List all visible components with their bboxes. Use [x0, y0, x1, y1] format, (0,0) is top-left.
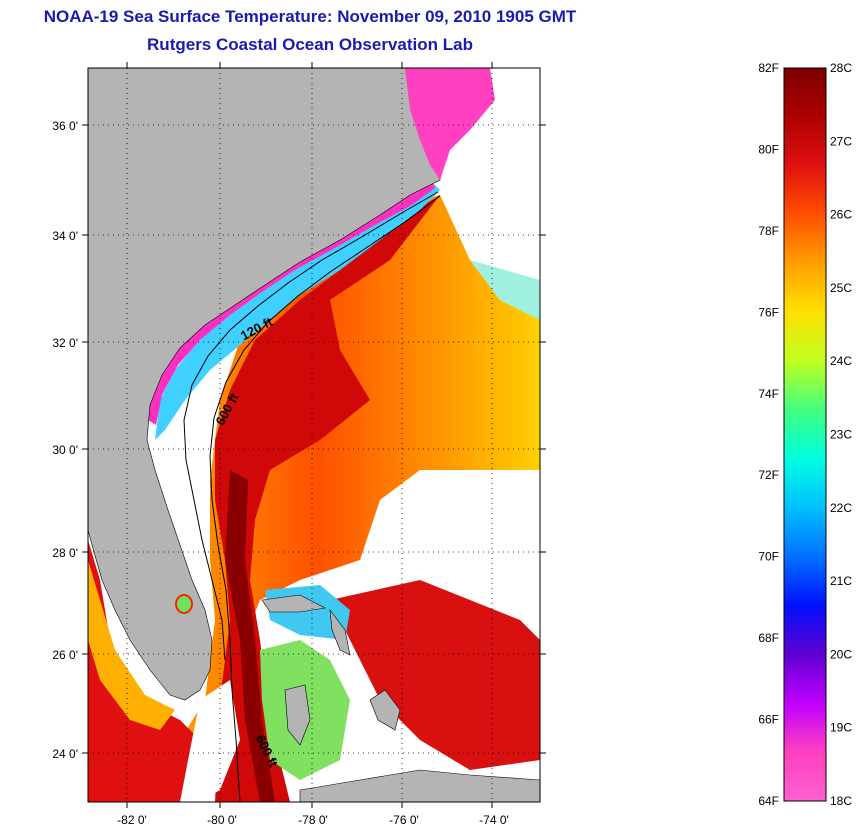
lake-okeechobee — [175, 594, 193, 614]
colorbar-fahrenheit-label: 64F — [758, 794, 779, 808]
grand-bahama — [261, 594, 326, 613]
colorbar-fahrenheit-label: 68F — [758, 631, 779, 645]
gulf-of-mexico-water — [88, 540, 200, 802]
contour-600ft — [209, 195, 441, 802]
colorbar-celsius-label: 20C — [830, 647, 852, 661]
colorbar-celsius-label: 21C — [830, 574, 852, 588]
colorbar-labels: 82F 80F 78F 76F 74F 72F 70F 68F 66F 64F 28C 27C 26C 2… — [758, 61, 852, 808]
land-us-southeast — [88, 68, 446, 701]
cuba-north-coast — [299, 769, 540, 802]
colorbar-fahrenheit-label: 66F — [758, 713, 779, 727]
graticule — [88, 68, 540, 802]
longitude-axis: -82 0' -80 0' -78 0' -76 0' -74 0' — [117, 62, 509, 827]
colorbar-celsius-label: 27C — [830, 134, 852, 148]
colorbar-celsius-label: 22C — [830, 501, 852, 515]
lon-tick-label: -80 0' — [207, 813, 237, 827]
lon-tick-label: -82 0' — [117, 813, 147, 827]
cloud-northeast — [470, 260, 540, 320]
colorbar-celsius-label: 18C — [830, 794, 852, 808]
eleuthera — [369, 689, 401, 731]
andros — [284, 684, 311, 746]
colorbar-fahrenheit-label: 74F — [758, 387, 779, 401]
gulf-coastal-warm — [88, 560, 175, 730]
lon-tick-label: -74 0' — [479, 813, 509, 827]
colorbar-fahrenheit-label: 82F — [758, 61, 779, 75]
cold-coastal-edge — [148, 175, 435, 425]
colorbar — [783, 67, 827, 802]
colorbar-celsius-label: 24C — [830, 354, 852, 368]
map-title: NOAA-19 Sea Surface Temperature: Novembe… — [43, 7, 577, 26]
lat-tick-label: 32 0' — [52, 336, 78, 350]
colorbar-celsius-label: 26C — [830, 208, 852, 222]
lon-tick-label: -76 0' — [389, 813, 419, 827]
cloud-east — [380, 470, 540, 620]
colorbar-celsius-label: 28C — [830, 61, 852, 75]
colorbar-celsius-label: 23C — [830, 428, 852, 442]
lon-tick-label: -78 0' — [298, 813, 328, 827]
lat-tick-label: 26 0' — [52, 648, 78, 662]
cloud-south — [180, 680, 240, 802]
cool-coastal-band — [155, 180, 440, 440]
warm-patch-east — [330, 580, 540, 770]
contour-120ft — [183, 191, 439, 661]
lat-tick-label: 36 0' — [52, 119, 78, 133]
colorbar-fahrenheit-label: 70F — [758, 550, 779, 564]
pamlico-sound-region — [405, 68, 495, 180]
abaco — [329, 608, 351, 656]
gulf-stream — [215, 195, 440, 802]
lat-tick-label: 24 0' — [52, 747, 78, 761]
colorbar-fahrenheit-label: 72F — [758, 468, 779, 482]
colorbar-fahrenheit-label: 76F — [758, 305, 779, 319]
colorbar-celsius-label: 25C — [830, 281, 852, 295]
colorbar-fahrenheit-label: 80F — [758, 142, 779, 156]
latitude-axis: 36 0' 34 0' 32 0' 30 0' 28 0' 26 0' 24 0… — [52, 119, 546, 761]
map-subtitle: Rutgers Coastal Ocean Observation Lab — [147, 35, 473, 54]
lat-tick-label: 28 0' — [52, 546, 78, 560]
colorbar-fahrenheit-label: 78F — [758, 224, 779, 238]
lat-tick-label: 34 0' — [52, 229, 78, 243]
lat-tick-label: 30 0' — [52, 443, 78, 457]
colorbar-celsius-label: 19C — [830, 721, 852, 735]
gulf-stream-core — [225, 470, 275, 802]
